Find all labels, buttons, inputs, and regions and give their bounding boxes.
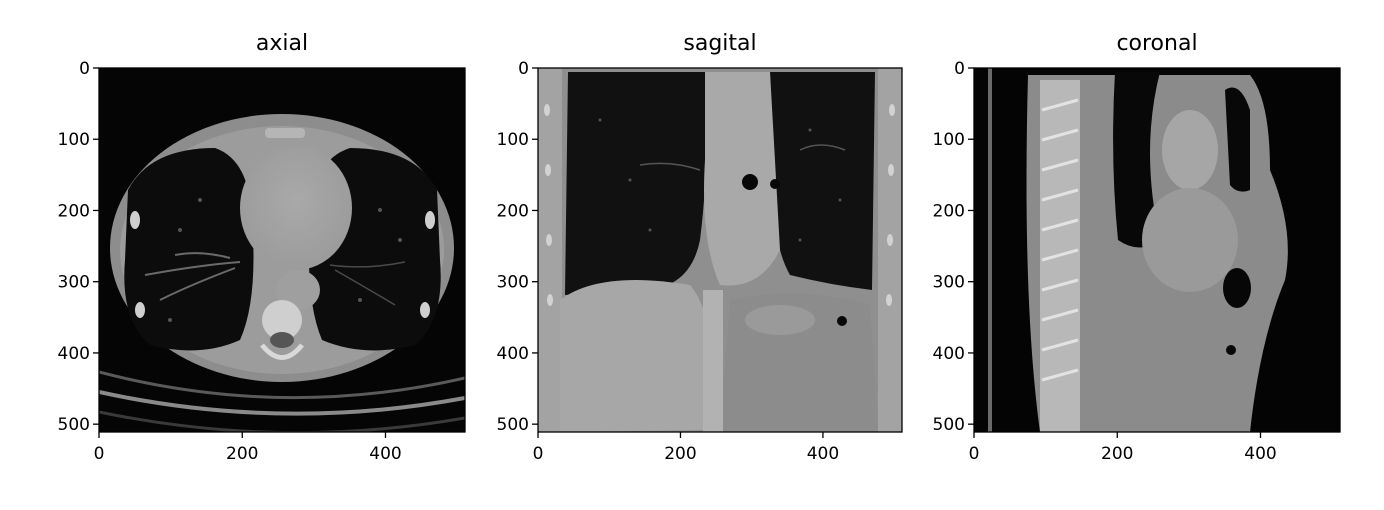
sagital-ticks: 0 200 400 0 100 200 300 400 500 xyxy=(497,59,840,464)
y-tick-label: 500 xyxy=(497,415,529,435)
coronal-ticks: 0 200 400 0 100 200 300 400 500 xyxy=(933,59,1277,464)
x-tick-label: 400 xyxy=(369,444,401,464)
y-tick-label: 500 xyxy=(58,415,90,435)
y-tick-label: 200 xyxy=(58,201,90,221)
y-tick-label: 100 xyxy=(933,130,965,150)
y-tick-label: 300 xyxy=(497,273,529,293)
y-tick-label: 400 xyxy=(497,344,529,364)
x-tick-label: 400 xyxy=(807,444,839,464)
x-tick-label: 200 xyxy=(1101,444,1133,464)
x-tick-label: 0 xyxy=(94,444,105,464)
x-tick-label: 0 xyxy=(969,444,980,464)
coronal-ct-image xyxy=(974,68,1340,432)
x-tick-label: 0 xyxy=(533,444,544,464)
x-tick-label: 400 xyxy=(1244,444,1276,464)
y-tick-label: 400 xyxy=(58,344,90,364)
coronal-title: coronal xyxy=(1116,31,1197,56)
y-tick-label: 200 xyxy=(497,201,529,221)
axial-title: axial xyxy=(256,31,308,56)
axial-frame xyxy=(98,67,466,433)
coronal-frame xyxy=(973,67,1341,433)
y-tick-label: 300 xyxy=(58,273,90,293)
y-tick-label: 0 xyxy=(79,59,90,79)
x-tick-label: 200 xyxy=(226,444,258,464)
y-tick-label: 0 xyxy=(954,59,965,79)
y-tick-label: 100 xyxy=(58,130,90,150)
x-tick-label: 200 xyxy=(664,444,696,464)
sagital-ct-image xyxy=(538,68,902,432)
sagital-panel: sagital xyxy=(497,31,903,464)
y-tick-label: 500 xyxy=(933,415,965,435)
axial-panel: axial xyxy=(58,31,466,464)
y-tick-label: 400 xyxy=(933,344,965,364)
sagital-frame xyxy=(537,67,903,433)
y-tick-label: 200 xyxy=(933,201,965,221)
y-tick-label: 100 xyxy=(497,130,529,150)
y-tick-label: 300 xyxy=(933,273,965,293)
axial-ticks: 0 200 400 0 100 200 300 400 500 xyxy=(58,59,402,464)
sagital-title: sagital xyxy=(683,31,756,56)
axial-ct-image xyxy=(99,68,465,432)
y-tick-label: 0 xyxy=(518,59,529,79)
